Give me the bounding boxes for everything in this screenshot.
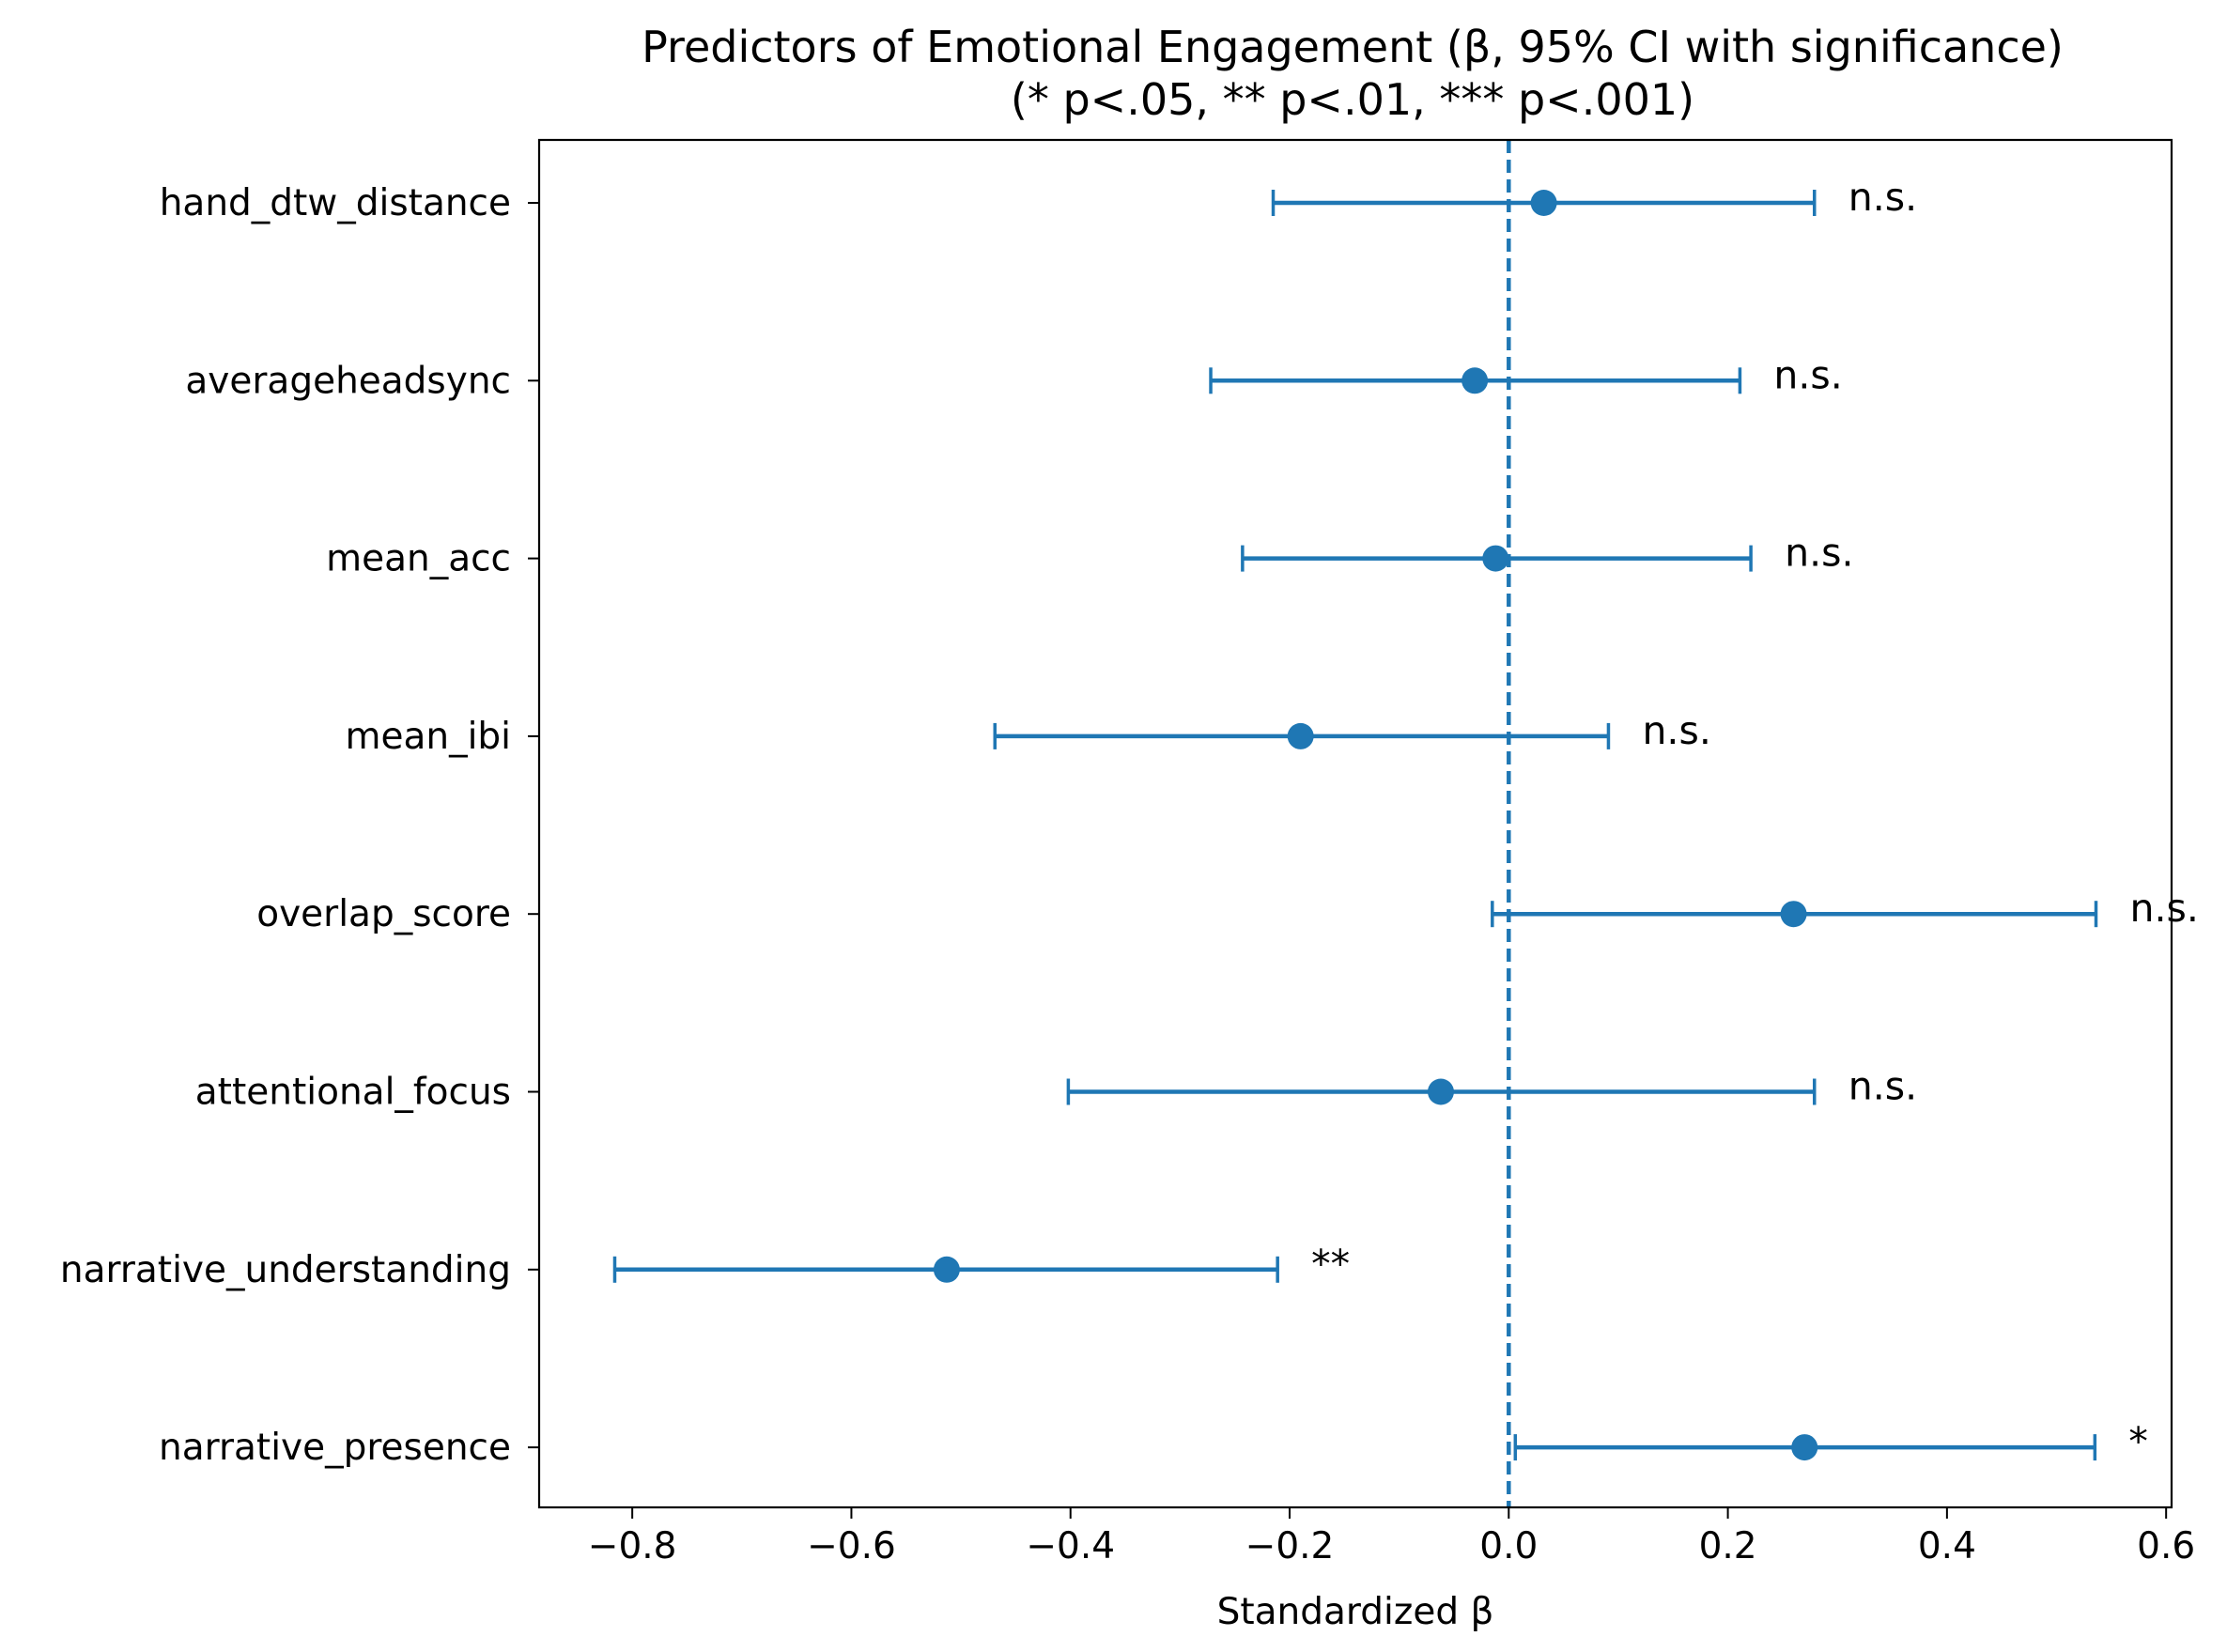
beta-point [1427, 1078, 1454, 1105]
y-tick-label: mean_ibi [345, 716, 511, 758]
beta-point [1791, 1434, 1818, 1461]
y-tick-label: attentional_focus [195, 1072, 511, 1114]
significance-label: ** [1311, 1242, 1350, 1287]
significance-label: n.s. [2130, 886, 2199, 931]
axes-frame [537, 138, 2173, 1509]
x-tick-label: −0.6 [807, 1525, 896, 1567]
significance-label: n.s. [1773, 352, 1842, 397]
plot-area: −0.8 −0.6 −0.4 −0.2 0.0 0.2 0.4 0.6 hand_dtw_dis… [60, 140, 2199, 1567]
beta-point [1482, 545, 1509, 572]
beta-point [1287, 722, 1314, 749]
significance-label: n.s. [1642, 708, 1710, 753]
significance-label: n.s. [1848, 1064, 1917, 1109]
x-tick-label: 0.4 [1918, 1525, 1976, 1567]
y-tick-label: mean_acc [326, 538, 511, 580]
beta-point [1530, 190, 1557, 216]
beta-point [933, 1256, 960, 1283]
significance-label: * [2128, 1419, 2148, 1464]
y-tick-label: narrative_presence [159, 1427, 511, 1469]
x-tick-label: −0.4 [1026, 1525, 1115, 1567]
y-tick-label: narrative_understanding [60, 1249, 511, 1291]
y-tick-label: averageheadsync [185, 360, 511, 402]
chart-title-line1: Predictors of Emotional Engagement (β, 9… [642, 22, 2064, 72]
x-tick-label: 0.0 [1479, 1525, 1538, 1567]
significance-label: n.s. [1848, 175, 1917, 220]
chart-title-line2: (* p<.05, ** p<.01, *** p<.001) [1011, 74, 1694, 125]
x-tick-label: 0.6 [2137, 1525, 2195, 1567]
significance-label: n.s. [1785, 531, 1853, 576]
x-tick-label: 0.2 [1699, 1525, 1757, 1567]
y-tick-label: hand_dtw_distance [160, 182, 511, 224]
beta-point [1461, 367, 1489, 394]
y-tick-label: overlap_score [256, 893, 511, 935]
x-tick-label: −0.2 [1245, 1525, 1335, 1567]
x-axis-label: Standardized β [1217, 1591, 1494, 1633]
beta-point [1780, 901, 1807, 928]
x-tick-label: −0.8 [588, 1525, 677, 1567]
